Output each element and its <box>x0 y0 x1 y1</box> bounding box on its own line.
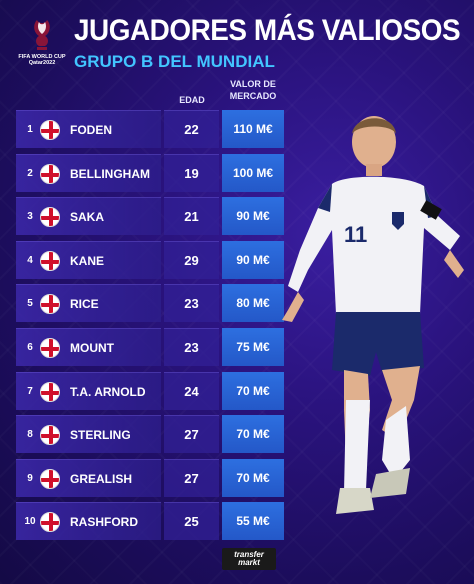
rank: 6 <box>27 342 33 353</box>
age-cell: 24 <box>164 371 219 410</box>
player-name: RASHFORD <box>70 515 138 530</box>
brand-line-2: markt <box>238 558 260 567</box>
england-flag-icon <box>40 207 60 228</box>
player-name-cell: 7 T.A. ARNOLD <box>16 371 161 410</box>
rank: 7 <box>27 385 33 397</box>
page-title: JUGADORES MÁS VALIOSOS <box>74 14 461 47</box>
brand-line-1: transfer <box>234 550 264 559</box>
player-name-cell: 9 GREALISH <box>16 458 161 497</box>
player-name: FODEN <box>70 123 112 137</box>
value-cell: 90 M€ <box>222 240 284 279</box>
value-cell: 75 M€ <box>222 328 284 366</box>
player-name: SAKA <box>70 210 105 225</box>
england-flag-icon <box>40 120 60 140</box>
rank: 5 <box>27 298 33 310</box>
player-name: MOUNT <box>70 341 114 355</box>
rank: 3 <box>27 211 33 223</box>
logo-text: FIFA WORLD CUP Qatar2022 <box>18 54 66 66</box>
table-row: 9 GREALISH 27 70 M€ <box>16 458 284 497</box>
value-cell: 110 M€ <box>222 110 284 148</box>
player-name: GREALISH <box>70 471 133 486</box>
age-cell: 27 <box>164 415 219 454</box>
age-cell: 22 <box>164 110 219 148</box>
player-name-cell: 1 FODEN <box>16 110 161 148</box>
table-row: 4 KANE 29 90 M€ <box>16 240 284 279</box>
table-row: 3 SAKA 21 90 M€ <box>16 197 284 236</box>
value-cell: 70 M€ <box>222 371 284 410</box>
england-flag-icon <box>40 425 60 446</box>
player-name-cell: 3 SAKA <box>16 197 161 236</box>
rank: 2 <box>27 167 33 179</box>
world-cup-logo: FIFA WORLD CUP Qatar2022 <box>16 18 68 74</box>
table-row: 10 RASHFORD 25 55 M€ <box>16 502 284 541</box>
england-flag-icon <box>40 163 60 184</box>
value-cell: 80 M€ <box>222 284 284 323</box>
england-flag-icon <box>40 468 60 489</box>
england-flag-icon <box>40 512 60 533</box>
player-name: KANE <box>70 253 105 268</box>
table-row: 5 RICE 23 80 M€ <box>16 284 284 323</box>
player-name-cell: 5 RICE <box>16 284 161 323</box>
player-name: STERLING <box>70 428 131 443</box>
trophy-icon <box>34 20 50 50</box>
table-row: 1 FODEN 22 110 M€ <box>16 110 284 148</box>
value-cell: 100 M€ <box>222 153 284 192</box>
rank: 9 <box>27 472 33 484</box>
shirt-number: 11 <box>344 222 367 247</box>
rank: 1 <box>27 124 33 135</box>
england-flag-icon <box>40 381 60 402</box>
player-name: RICE <box>70 297 99 312</box>
column-header-value: VALOR DE MERCADO <box>229 79 277 101</box>
england-flag-icon <box>40 250 60 271</box>
player-name-cell: 4 KANE <box>16 240 161 279</box>
england-flag-icon <box>40 294 60 315</box>
table-row: 7 T.A. ARNOLD 24 70 M€ <box>16 371 284 410</box>
age-cell: 23 <box>164 328 219 366</box>
page-subtitle: GRUPO B DEL MUNDIAL <box>74 52 275 71</box>
table-row: 2 BELLINGHAM 19 100 M€ <box>16 153 284 192</box>
table-row: 8 STERLING 27 70 M€ <box>16 415 284 454</box>
value-cell: 70 M€ <box>222 458 284 497</box>
value-cell: 90 M€ <box>222 197 284 236</box>
age-cell: 29 <box>164 240 219 279</box>
age-cell: 19 <box>164 153 219 192</box>
age-cell: 23 <box>164 284 219 323</box>
transfermarkt-logo: transfer markt <box>222 548 276 570</box>
table-row: 6 MOUNT 23 75 M€ <box>16 328 284 366</box>
england-flag-icon <box>40 338 60 358</box>
value-cell: 55 M€ <box>222 502 284 541</box>
player-illustration: 11 <box>274 100 474 540</box>
age-cell: 25 <box>164 502 219 541</box>
player-name: BELLINGHAM <box>70 166 150 181</box>
age-cell: 21 <box>164 197 219 236</box>
rank: 8 <box>27 429 33 441</box>
rank: 10 <box>24 516 36 528</box>
value-cell: 70 M€ <box>222 415 284 454</box>
player-name-cell: 8 STERLING <box>16 415 161 454</box>
rank: 4 <box>27 254 33 266</box>
age-cell: 27 <box>164 458 219 497</box>
column-header-age: EDAD <box>179 95 205 105</box>
player-name: T.A. ARNOLD <box>70 384 146 399</box>
player-name-cell: 6 MOUNT <box>16 328 161 366</box>
player-name-cell: 2 BELLINGHAM <box>16 153 161 192</box>
player-name-cell: 10 RASHFORD <box>16 502 161 541</box>
